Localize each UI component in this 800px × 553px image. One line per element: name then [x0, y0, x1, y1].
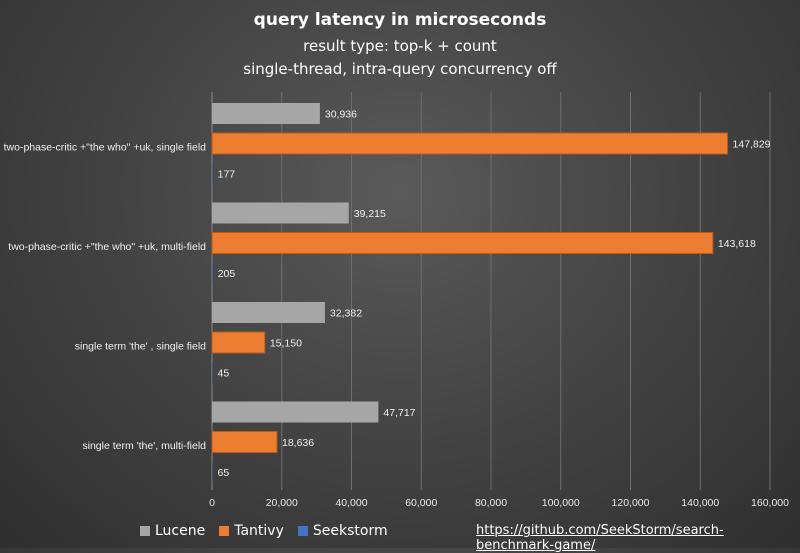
legend-label-lucene: Lucene — [155, 523, 206, 539]
data-label-tantivy: 143,618 — [718, 238, 756, 250]
bar-seekstorm — [212, 262, 213, 284]
data-label-seekstorm: 45 — [218, 368, 230, 380]
bar-tantivy — [211, 331, 266, 354]
bar-lucene — [212, 202, 349, 224]
data-label-seekstorm: 65 — [218, 467, 230, 479]
category-label: single term 'the', multi-field — [82, 440, 206, 452]
bar-seekstorm — [212, 163, 213, 184]
bar-lucene — [212, 103, 320, 124]
bar-lucene — [212, 302, 325, 323]
data-label-lucene: 30,936 — [325, 109, 357, 121]
legend-label-seekstorm: Seekstorm — [312, 523, 388, 539]
category-label: single term 'the' , single field — [75, 341, 206, 353]
legend-item-tantivy: Tantivy — [219, 523, 284, 539]
legend-label-tantivy: Tantivy — [234, 523, 284, 539]
bar-seekstorm — [212, 461, 213, 483]
legend: Lucene Tantivy Seekstorm — [140, 523, 402, 539]
bar-tantivy — [211, 232, 714, 254]
x-tick-label: 140,000 — [681, 497, 719, 509]
data-label-lucene: 32,382 — [330, 308, 362, 320]
bar-tantivy — [211, 431, 278, 453]
data-label-seekstorm: 177 — [218, 169, 236, 181]
chart-title: query latency in microseconds — [253, 10, 547, 30]
x-tick-label: 20,000 — [266, 497, 298, 509]
chart-subtitle-concurrency: single-thread, intra-query concurrency o… — [243, 60, 557, 78]
bar-tantivy — [211, 132, 729, 155]
category-label: two-phase-critic +"the who" +uk, multi-f… — [8, 241, 206, 253]
data-label-tantivy: 147,829 — [733, 139, 771, 151]
legend-item-seekstorm: Seekstorm — [297, 523, 388, 539]
x-tick-label: 80,000 — [475, 497, 507, 509]
data-label-lucene: 39,215 — [354, 208, 386, 220]
x-tick-label: 100,000 — [542, 497, 580, 509]
chart-subtitle-result-type: result type: top-k + count — [303, 37, 497, 55]
bar-seekstorm — [212, 362, 213, 383]
data-label-tantivy: 15,150 — [270, 338, 302, 350]
legend-swatch-seekstorm — [297, 526, 308, 536]
x-tick-label: 40,000 — [335, 497, 367, 509]
source-link[interactable]: https://github.com/SeekStorm/search-benc… — [476, 523, 724, 553]
x-tick-label: 160,000 — [751, 497, 789, 509]
x-tick-label: 120,000 — [612, 497, 650, 509]
legend-item-lucene: Lucene — [140, 523, 205, 539]
category-label: two-phase-critic +"the who" +uk, single … — [4, 142, 207, 154]
x-tick-label: 0 — [209, 497, 215, 509]
data-label-seekstorm: 205 — [218, 268, 236, 280]
data-label-tantivy: 18,636 — [282, 437, 314, 449]
x-tick-label: 60,000 — [405, 497, 437, 509]
legend-swatch-tantivy — [219, 526, 230, 536]
legend-swatch-lucene — [140, 526, 150, 536]
data-label-lucene: 47,717 — [383, 407, 415, 419]
bar-lucene — [212, 401, 379, 423]
